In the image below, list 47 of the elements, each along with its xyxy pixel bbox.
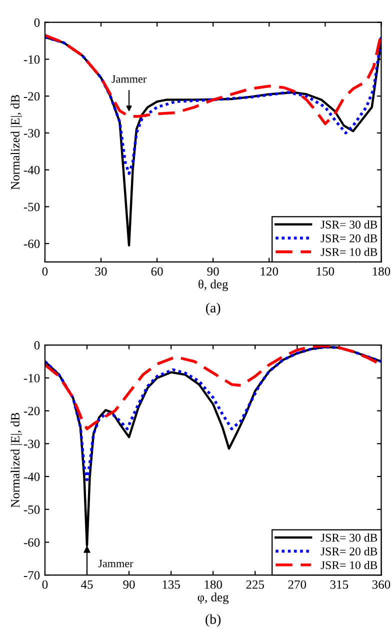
y-tick-label: -50 (24, 202, 40, 212)
text: (a) (206, 302, 220, 316)
x-tick-label: 270 (288, 580, 306, 589)
legend-label: JSR= 30 dB (320, 533, 378, 542)
legend-label: JSR= 20 dB (320, 234, 378, 242)
y-tick-label: -30 (24, 128, 40, 138)
legend-label: JSR= 10 dB (320, 248, 378, 256)
y-tick-label: -10 (24, 374, 40, 382)
y-tick-label: -50 (24, 505, 40, 514)
y-tick-label: -40 (24, 472, 40, 481)
x-axis-title: θ, deg (198, 280, 228, 292)
line-series (44, 32, 382, 126)
y-tick-label: -20 (24, 92, 40, 101)
y-axis-title: Normalized |E|, dB (10, 94, 22, 190)
y-tick-label: -20 (24, 406, 40, 416)
x-tick-label: 315 (330, 580, 348, 589)
y-tick-label: -30 (24, 440, 40, 448)
x-tick-label: 90 (123, 580, 135, 589)
x-tick-label: 180 (204, 580, 222, 589)
x-axis-title: φ, deg (198, 592, 229, 604)
y-axis-title: Normalized |E|, dB (10, 412, 22, 508)
x-tick-label: 135 (162, 580, 180, 589)
x-tick-label: 60 (151, 267, 163, 276)
x-tick-label: 150 (316, 267, 334, 276)
y-tick-label: 0 (34, 341, 40, 350)
y-tick-label: 0 (34, 18, 40, 27)
legend-label: JSR= 10 dB (320, 560, 378, 570)
x-tick-label: 0 (42, 580, 48, 589)
x-tick-label: 90 (207, 267, 219, 276)
line-series (44, 36, 382, 175)
y-tick-label: -60 (24, 538, 40, 547)
text: (b) (206, 614, 221, 627)
y-tick-label: -40 (24, 166, 40, 174)
annotation: Jammer (98, 560, 134, 568)
y-tick-label: -60 (24, 240, 40, 248)
x-tick-label: 360 (372, 580, 390, 589)
x-tick-label: 0 (42, 267, 48, 276)
x-tick-label: 225 (246, 580, 264, 589)
x-tick-label: 120 (260, 267, 278, 276)
x-tick-label: 180 (372, 267, 390, 276)
legend-label: JSR= 30 dB (320, 220, 378, 229)
legend-label: JSR= 20 dB (320, 547, 378, 556)
y-tick-label: -70 (24, 571, 40, 580)
x-tick-label: 45 (80, 580, 93, 589)
x-tick-label: 30 (95, 267, 107, 276)
annotation: Jammer (112, 75, 147, 83)
y-tick-label: -10 (24, 55, 40, 64)
